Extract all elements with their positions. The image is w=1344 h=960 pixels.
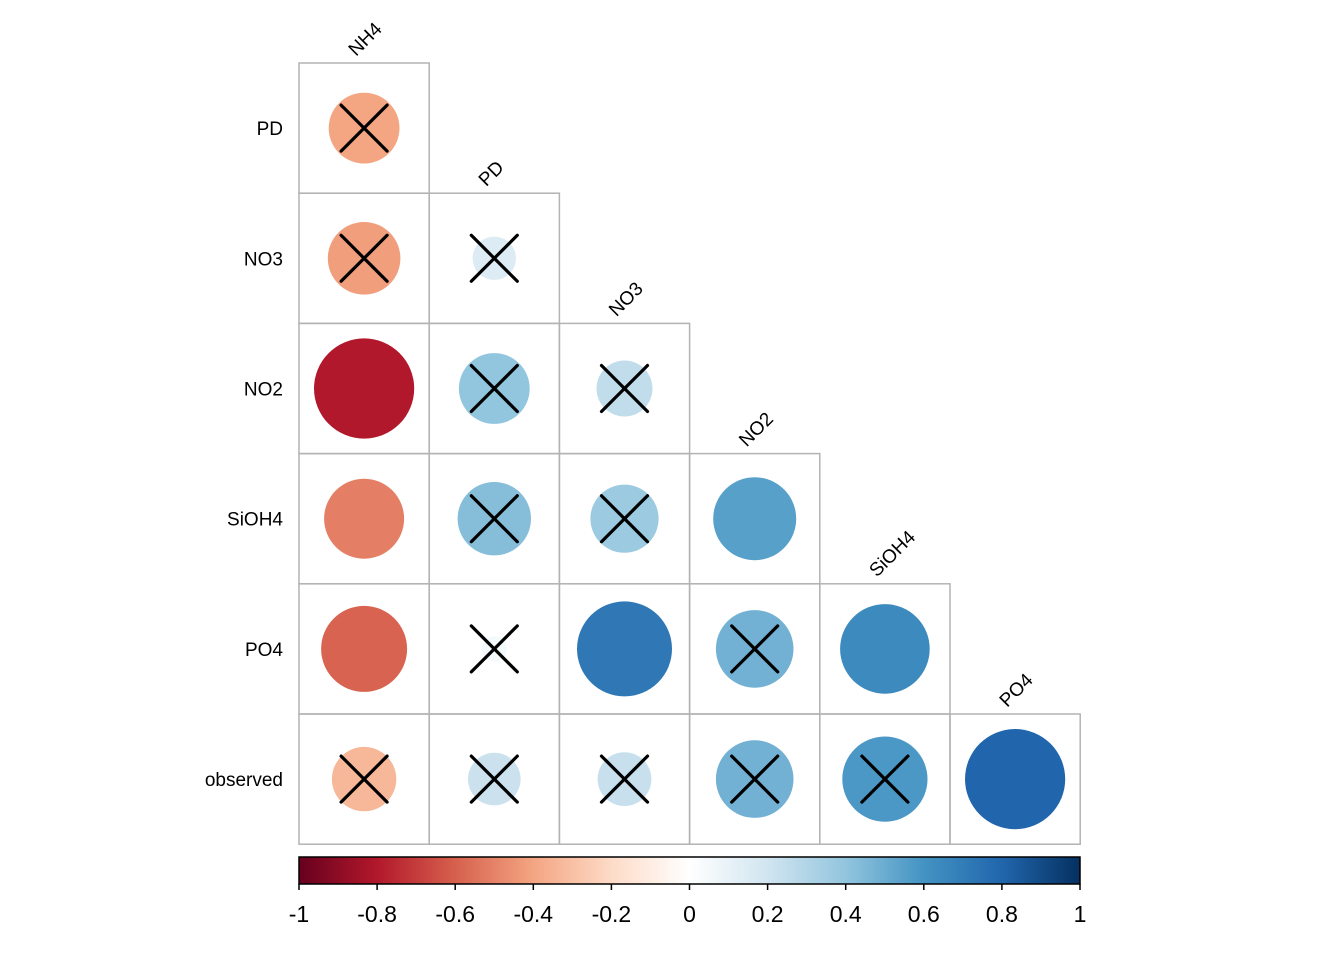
colorbar-gradient [298,856,1081,885]
corr-circle-PO4-SiOH4 [840,604,930,694]
corr-circle-NO2-NH4 [314,338,415,439]
column-label: PD [475,157,509,191]
row-labels: PD NO3 NO2 SiOH4 PO4 observed [205,119,284,791]
colorbar-tick-label: 0.8 [986,901,1018,927]
insignificant-cross-icon [469,233,519,283]
colorbar-tick-label: -0.4 [513,901,553,927]
insignificant-cross-icon [469,494,519,544]
row-label: PD [257,119,283,140]
grid-cell [949,713,1081,845]
row-label: NO3 [244,249,283,270]
insignificant-cross-icon [339,233,389,283]
row-label: PO4 [245,640,283,661]
insignificant-cross-icon [339,754,389,804]
insignificant-cross-icon [860,754,910,804]
colorbar-tick-label: 1 [1074,901,1087,927]
column-label: NH4 [345,19,387,61]
insignificant-cross-icon [339,103,389,153]
cells-layer [298,62,1081,845]
colorbar-tick-label: 0 [683,901,696,927]
insignificant-cross-icon [730,624,780,674]
insignificant-cross-icon [469,624,519,674]
colorbar-tick-label: 0.6 [908,901,940,927]
corr-circle-PO4-NH4 [321,605,408,692]
corr-circle-observed-PO4 [965,729,1066,830]
insignificant-cross-icon [469,754,519,804]
row-label: observed [205,770,283,791]
insignificant-cross-icon [730,754,780,804]
colorbar-tick-label: -0.8 [357,901,397,927]
row-label: NO2 [244,380,283,401]
insignificant-cross-icon [599,494,650,544]
colorbar-tick-label: -0.2 [592,901,632,927]
corr-circle-PO4-NO3 [577,601,672,697]
colorbar-tick-label: -1 [289,901,309,927]
colorbar-tick-label: 0.2 [752,901,784,927]
column-label: PO4 [996,669,1038,711]
column-label: SiOH4 [866,527,921,582]
corr-circle-SiOH4-NH4 [324,478,405,559]
insignificant-cross-icon [469,363,519,414]
insignificant-cross-icon [599,363,650,414]
row-label: SiOH4 [227,510,283,531]
insignificant-cross-icon [599,754,650,804]
corr-circle-SiOH4-NO2 [713,477,797,561]
colorbar-tick-label: -0.6 [435,901,475,927]
colorbar-tick-label: 0.4 [830,901,862,927]
column-label: NO2 [735,409,777,451]
column-labels: NH4 PD NO3 NO2 SiOH4 PO4 [345,19,1038,712]
colorbar: -1 -0.8 -0.6 -0.4 -0.2 0 0.2 0.4 0.6 0.8 1 [289,856,1087,927]
column-label: NO3 [605,278,647,320]
